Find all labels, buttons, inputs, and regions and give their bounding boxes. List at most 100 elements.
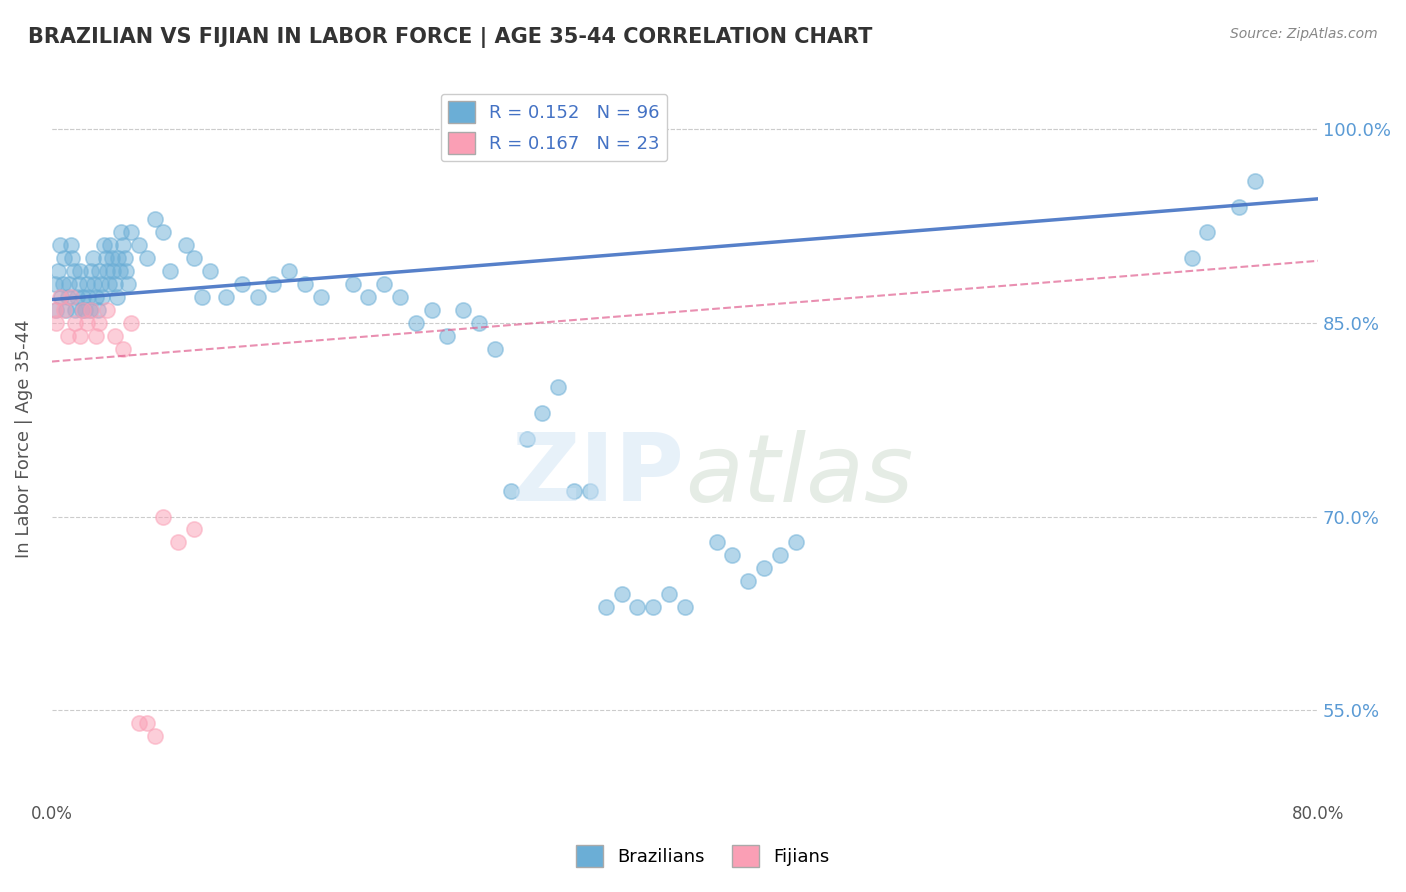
Point — [69, 328, 91, 343]
Point — [72, 302, 94, 317]
Point — [69, 264, 91, 278]
Point — [108, 264, 131, 278]
Point — [1180, 252, 1202, 266]
Point — [56, 328, 79, 343]
Point — [278, 264, 301, 278]
Point — [643, 599, 665, 614]
Point — [97, 277, 120, 291]
Point — [785, 535, 807, 549]
Point — [468, 316, 491, 330]
Point — [55, 302, 77, 317]
Point — [562, 483, 585, 498]
Text: Source: ZipAtlas.com: Source: ZipAtlas.com — [1230, 27, 1378, 41]
Point — [53, 252, 76, 266]
Point — [104, 328, 127, 343]
Point — [107, 252, 129, 266]
Point — [114, 252, 136, 266]
Point — [737, 574, 759, 588]
Point — [96, 264, 118, 278]
Point — [105, 290, 128, 304]
Point — [198, 264, 221, 278]
Point — [183, 252, 205, 266]
Point — [357, 290, 380, 304]
Point — [516, 432, 538, 446]
Point — [1227, 200, 1250, 214]
Point — [1243, 174, 1265, 188]
Point — [246, 290, 269, 304]
Point — [262, 277, 284, 291]
Point — [48, 238, 70, 252]
Point — [82, 252, 104, 266]
Point — [83, 277, 105, 291]
Point — [65, 316, 87, 330]
Point — [79, 302, 101, 317]
Point — [231, 277, 253, 291]
Point — [66, 290, 89, 304]
Point — [48, 290, 70, 304]
Point — [63, 264, 86, 278]
Text: BRAZILIAN VS FIJIAN IN LABOR FORCE | AGE 35-44 CORRELATION CHART: BRAZILIAN VS FIJIAN IN LABOR FORCE | AGE… — [28, 27, 873, 48]
Point — [65, 302, 87, 317]
Point — [752, 561, 775, 575]
Point — [159, 264, 181, 278]
Point — [60, 252, 83, 266]
Point — [143, 729, 166, 743]
Point — [436, 328, 458, 343]
Point — [143, 212, 166, 227]
Point — [215, 290, 238, 304]
Point — [44, 277, 66, 291]
Point — [531, 406, 554, 420]
Point — [58, 277, 80, 291]
Point — [626, 599, 648, 614]
Point — [73, 302, 96, 317]
Point — [51, 290, 73, 304]
Text: ZIP: ZIP — [512, 429, 685, 521]
Point — [135, 716, 157, 731]
Point — [120, 226, 142, 240]
Point — [388, 290, 411, 304]
Point — [342, 277, 364, 291]
Point — [94, 252, 117, 266]
Point — [93, 238, 115, 252]
Point — [111, 238, 134, 252]
Point — [86, 302, 108, 317]
Legend: Brazilians, Fijians: Brazilians, Fijians — [569, 838, 837, 874]
Point — [89, 264, 111, 278]
Point — [45, 302, 67, 317]
Point — [373, 277, 395, 291]
Point — [45, 316, 67, 330]
Point — [96, 302, 118, 317]
Point — [120, 316, 142, 330]
Point — [111, 342, 134, 356]
Point — [128, 716, 150, 731]
Point — [80, 264, 103, 278]
Text: atlas: atlas — [685, 430, 912, 521]
Point — [128, 238, 150, 252]
Point — [59, 238, 82, 252]
Point — [453, 302, 475, 317]
Point — [67, 277, 90, 291]
Point — [547, 380, 569, 394]
Point — [706, 535, 728, 549]
Point — [309, 290, 332, 304]
Point — [117, 277, 139, 291]
Point — [89, 316, 111, 330]
Point — [579, 483, 602, 498]
Point — [769, 548, 792, 562]
Point — [405, 316, 427, 330]
Point — [80, 302, 103, 317]
Point — [77, 290, 100, 304]
Point — [59, 290, 82, 304]
Point — [84, 290, 107, 304]
Point — [610, 587, 633, 601]
Point — [76, 316, 98, 330]
Point — [191, 290, 214, 304]
Point — [110, 226, 132, 240]
Point — [53, 302, 76, 317]
Y-axis label: In Labor Force | Age 35-44: In Labor Force | Age 35-44 — [15, 319, 32, 558]
Point — [76, 277, 98, 291]
Legend: R = 0.152   N = 96, R = 0.167   N = 23: R = 0.152 N = 96, R = 0.167 N = 23 — [440, 94, 668, 161]
Point — [152, 509, 174, 524]
Point — [167, 535, 190, 549]
Point — [499, 483, 522, 498]
